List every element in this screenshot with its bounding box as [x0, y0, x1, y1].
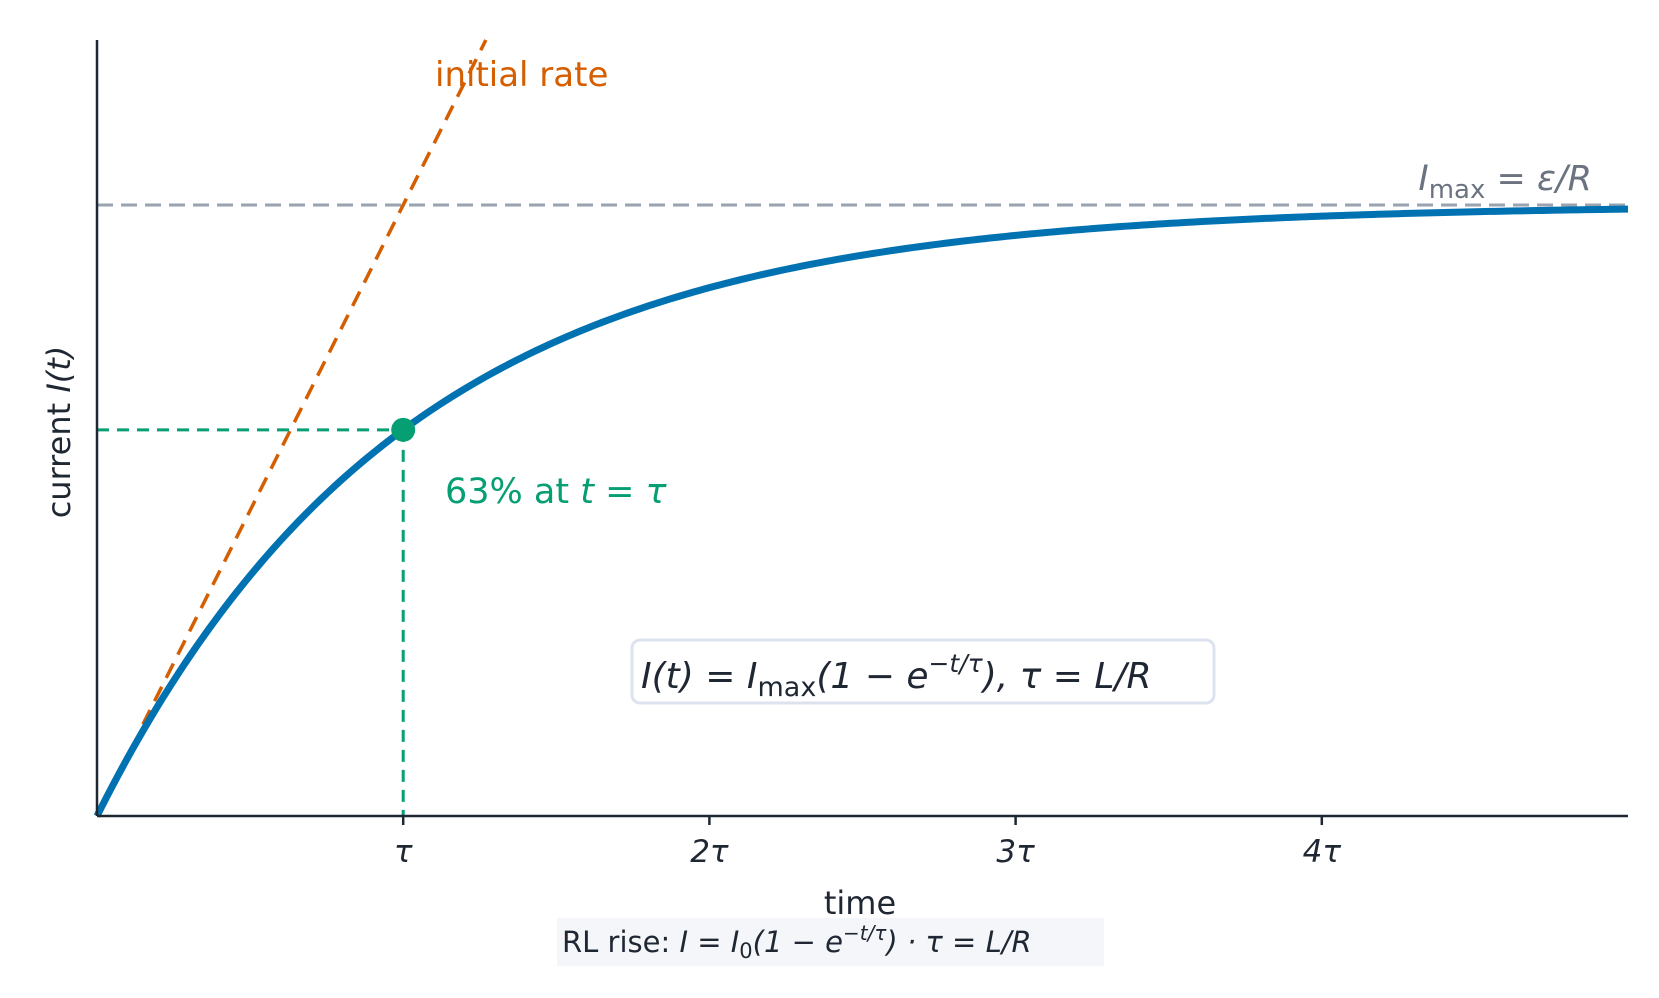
tangent-line: [141, 39, 488, 726]
asymptote-label-sub: max: [1429, 175, 1486, 205]
tau-marker-point: [391, 417, 416, 442]
caption-math-c: ) · τ = L/R: [884, 925, 1031, 959]
formula-part-c: ), τ = L/R: [980, 656, 1152, 697]
x-tick-label: 2τ: [690, 834, 729, 870]
formula-sup: −t/τ: [928, 649, 983, 678]
formula-part-b: (1 − e: [816, 656, 928, 697]
x-tick-label: τ: [394, 834, 413, 870]
marker-label: 63% at t = τ: [445, 472, 668, 512]
formula-sub: max: [758, 672, 817, 703]
formula-part-a: I(t) = I: [641, 656, 758, 697]
x-tick-label: 4τ: [1303, 834, 1342, 870]
y-axis-label-math: I(t): [40, 346, 78, 393]
y-axis-label: current I(t): [40, 346, 78, 519]
asymptote-label-rest: = ε/R: [1485, 159, 1592, 199]
asymptote-label-i: I: [1418, 159, 1428, 199]
initial-rate-label: initial rate: [435, 55, 608, 95]
x-ticks: τ 2τ 3τ 4τ: [394, 816, 1341, 870]
marker-label-math: t = τ: [580, 472, 667, 512]
marker-label-prefix: 63% at: [445, 472, 580, 512]
formula-box: [630, 638, 1216, 705]
x-tick-label: 3τ: [996, 834, 1035, 870]
caption-background: [557, 918, 1104, 966]
formula-text: I(t) = Imax(1 − e−t/τ), τ = L/R: [641, 649, 1152, 703]
x-axis-label: time: [824, 884, 896, 922]
y-axis-label-text: current: [40, 393, 78, 519]
asymptote-label: Imax = ε/R: [1418, 159, 1592, 205]
caption-sup: −t/τ: [843, 921, 887, 945]
caption-sub: 0: [739, 939, 752, 963]
current-curve: [93, 205, 1629, 818]
caption-math-a: I = I: [679, 925, 739, 959]
caption-prefix: RL rise:: [562, 925, 679, 959]
caption-math-b: (1 − e: [753, 925, 843, 959]
caption-text: RL rise: I = I0(1 − e−t/τ) · τ = L/R: [562, 921, 1032, 963]
